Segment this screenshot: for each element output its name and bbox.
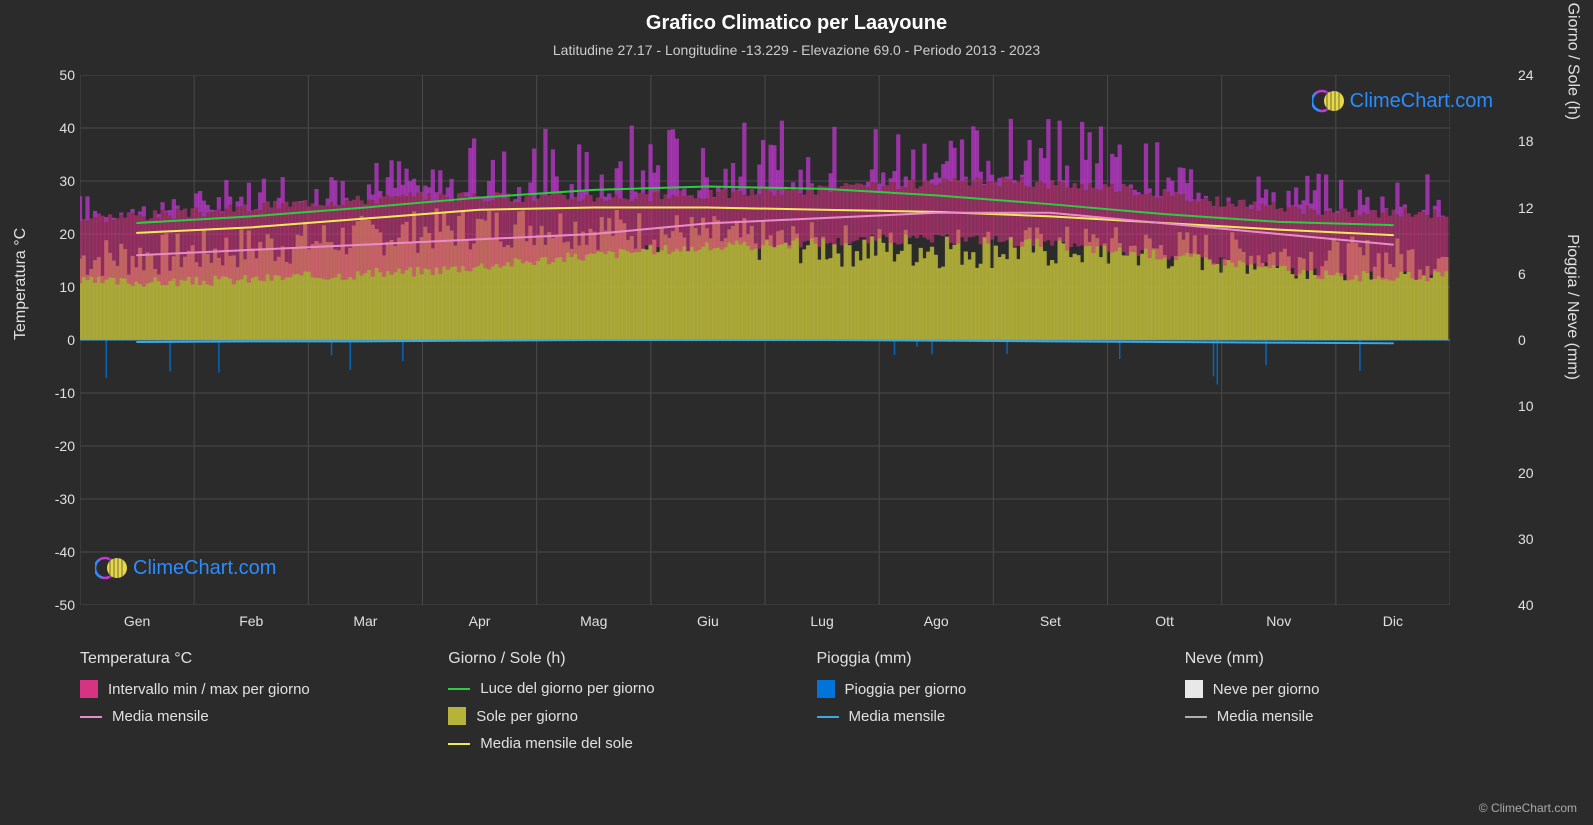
legend-heading: Giorno / Sole (h) [448, 650, 776, 668]
x-tick-label: Feb [231, 613, 271, 629]
y-right-tick-label: 20 [1518, 465, 1553, 481]
x-tick-label: Ott [1145, 613, 1185, 629]
y-left-tick-label: 10 [40, 279, 75, 295]
legend-item: Media mensile del sole [448, 735, 776, 752]
legend-item: Neve per giorno [1185, 680, 1513, 698]
x-tick-label: Nov [1259, 613, 1299, 629]
x-tick-label: Mag [574, 613, 614, 629]
legend-item-label: Luce del giorno per giorno [480, 680, 654, 697]
legend-item: Media mensile [80, 708, 408, 725]
legend-column: Neve (mm) Neve per giorno Media mensile [1185, 650, 1513, 762]
watermark-top: ClimeChart.com [1312, 88, 1493, 114]
plot-svg [80, 75, 1450, 605]
legend-item-label: Pioggia per giorno [845, 681, 967, 698]
y-left-tick-label: -50 [40, 597, 75, 613]
y-left-tick-label: 20 [40, 226, 75, 242]
y-left-tick-label: 50 [40, 67, 75, 83]
copyright-text: © ClimeChart.com [1479, 801, 1577, 815]
watermark-logo-icon [95, 555, 129, 581]
legend: Temperatura °C Intervallo min / max per g… [80, 650, 1513, 762]
legend-item: Media mensile [1185, 708, 1513, 725]
legend-item-label: Media mensile del sole [480, 735, 633, 752]
x-tick-label: Lug [802, 613, 842, 629]
legend-column: Temperatura °C Intervallo min / max per g… [80, 650, 408, 762]
y-left-tick-label: -10 [40, 385, 75, 401]
y-left-tick-label: 30 [40, 173, 75, 189]
legend-item-label: Sole per giorno [476, 708, 578, 725]
legend-item-label: Neve per giorno [1213, 681, 1320, 698]
legend-item: Media mensile [817, 708, 1145, 725]
x-tick-label: Apr [460, 613, 500, 629]
legend-swatch-box-icon [448, 707, 466, 725]
legend-swatch-line-icon [448, 688, 470, 690]
y-right-tick-label: 24 [1518, 67, 1553, 83]
legend-column: Giorno / Sole (h) Luce del giorno per gio… [448, 650, 776, 762]
legend-swatch-line-icon [817, 716, 839, 718]
y-right-tick-label: 40 [1518, 597, 1553, 613]
watermark-bottom: ClimeChart.com [95, 555, 276, 581]
legend-swatch-box-icon [1185, 680, 1203, 698]
legend-heading: Neve (mm) [1185, 650, 1513, 668]
x-tick-label: Giu [688, 613, 728, 629]
x-tick-label: Gen [117, 613, 157, 629]
legend-heading: Temperatura °C [80, 650, 408, 668]
y-right-tick-label: 10 [1518, 398, 1553, 414]
legend-item-label: Intervallo min / max per giorno [108, 681, 310, 698]
y-left-tick-label: -30 [40, 491, 75, 507]
y-right-tick-label: 0 [1518, 332, 1553, 348]
x-tick-label: Dic [1373, 613, 1413, 629]
y-axis-right-bottom-label: Pioggia / Neve (mm) [1563, 234, 1581, 380]
x-tick-label: Set [1030, 613, 1070, 629]
y-left-tick-label: 40 [40, 120, 75, 136]
x-tick-label: Ago [916, 613, 956, 629]
legend-item: Sole per giorno [448, 707, 776, 725]
y-left-tick-label: -40 [40, 544, 75, 560]
legend-swatch-box-icon [80, 680, 98, 698]
y-axis-right-top-label: Giorno / Sole (h) [1563, 3, 1581, 120]
legend-item-label: Media mensile [112, 708, 209, 725]
legend-swatch-line-icon [1185, 716, 1207, 718]
legend-item: Luce del giorno per giorno [448, 680, 776, 697]
chart-subtitle: Latitudine 27.17 - Longitudine -13.229 -… [0, 42, 1593, 58]
legend-column: Pioggia (mm) Pioggia per giorno Media mens… [817, 650, 1145, 762]
watermark-text: ClimeChart.com [133, 557, 276, 580]
watermark-logo-icon [1312, 88, 1346, 114]
y-right-tick-label: 30 [1518, 531, 1553, 547]
y-right-tick-label: 12 [1518, 200, 1553, 216]
legend-item: Intervallo min / max per giorno [80, 680, 408, 698]
y-right-tick-label: 6 [1518, 266, 1553, 282]
y-left-tick-label: -20 [40, 438, 75, 454]
legend-swatch-line-icon [448, 743, 470, 745]
legend-item-label: Media mensile [1217, 708, 1314, 725]
chart-container: Grafico Climatico per Laayoune Latitudin… [0, 0, 1593, 825]
watermark-text: ClimeChart.com [1350, 90, 1493, 113]
legend-heading: Pioggia (mm) [817, 650, 1145, 668]
y-left-tick-label: 0 [40, 332, 75, 348]
legend-item: Pioggia per giorno [817, 680, 1145, 698]
legend-item-label: Media mensile [849, 708, 946, 725]
y-right-tick-label: 18 [1518, 133, 1553, 149]
legend-swatch-box-icon [817, 680, 835, 698]
x-tick-label: Mar [345, 613, 385, 629]
chart-title: Grafico Climatico per Laayoune [0, 12, 1593, 35]
legend-swatch-line-icon [80, 716, 102, 718]
y-axis-left-label: Temperatura °C [12, 228, 30, 340]
